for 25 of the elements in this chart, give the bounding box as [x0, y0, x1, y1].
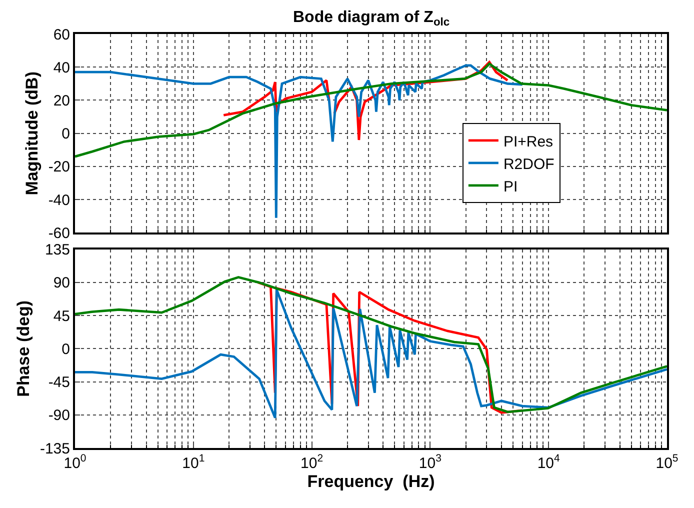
y-tick-label: 0	[62, 340, 70, 358]
y-tick-label: 135	[44, 242, 70, 259]
y-tick-label: 90	[53, 274, 70, 292]
x-tick-label: 10$^{1}$	[182, 452, 205, 472]
y-tick-label: -45	[48, 374, 70, 392]
legend-label: PI	[503, 178, 518, 196]
y-axis-title: Phase (deg)	[14, 300, 34, 397]
x-tick-label: 10$^{5}$	[656, 452, 678, 472]
chart-title: Bode diagram of Z$_{olc}$	[293, 9, 450, 28]
y-tick-label: 0	[62, 126, 70, 143]
x-tick-label: 10$^{2}$	[300, 452, 324, 472]
y-tick-label: 40	[53, 59, 70, 76]
y-axis-title: Magnitude (dB)	[22, 72, 42, 196]
x-tick-label: 10$^{4}$	[537, 452, 560, 472]
y-tick-label: -20	[48, 158, 70, 176]
y-tick-label: 45	[53, 308, 70, 325]
y-tick-label: -60	[48, 224, 70, 242]
y-tick-label: -90	[48, 407, 70, 424]
legend-label: R2DOF	[503, 156, 554, 173]
x-axis-title: Frequency (Hz)	[307, 472, 435, 491]
y-tick-label: 20	[53, 92, 70, 110]
y-tick-label: -40	[48, 192, 70, 209]
y-tick-label: 60	[53, 26, 70, 44]
x-tick-label: 10$^{3}$	[418, 452, 442, 472]
legend-label: PI+Res	[503, 133, 554, 150]
